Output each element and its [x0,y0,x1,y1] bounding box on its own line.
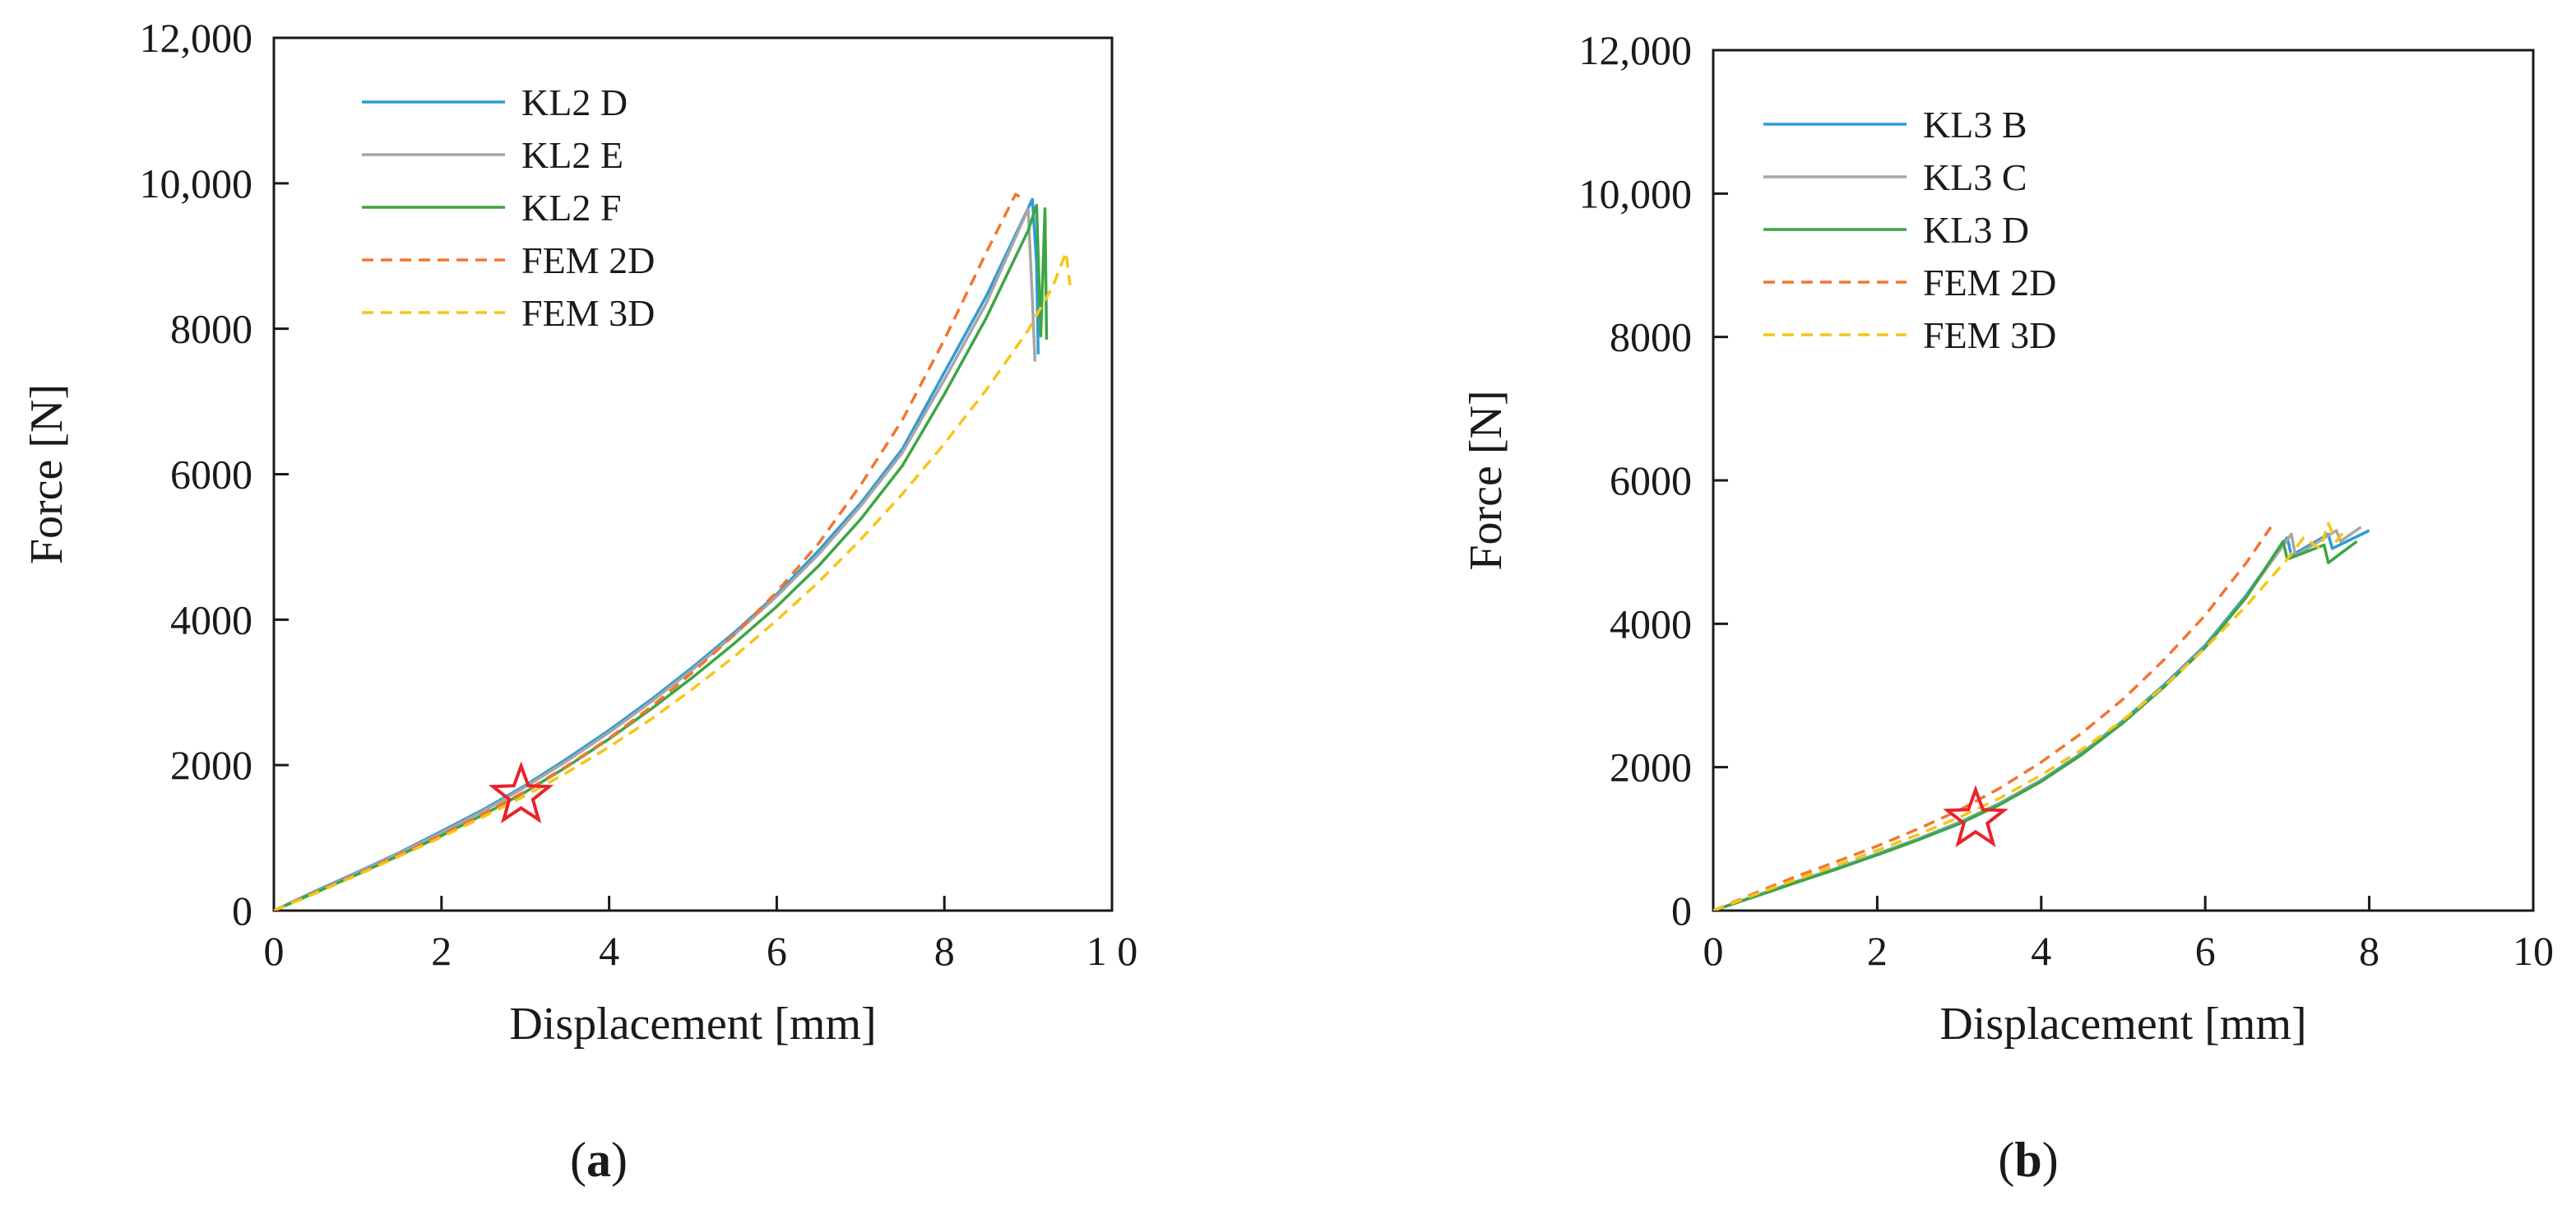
y-tick-label: 8000 [170,306,253,352]
legend-label: FEM 3D [1923,314,2056,356]
y-tick-label: 2000 [1610,744,1692,790]
y-tick-label: 12,000 [1579,27,1693,73]
y-tick-label: 8000 [1610,314,1692,360]
x-tick-label: 8 [2359,928,2379,974]
legend-label: KL3 D [1923,209,2029,251]
chart-panel-b: 0 2 4 6 8 10 0 2000 4000 6000 8000 10,000 12,000 Disp… [1461,27,2554,1187]
panel-label: (b) [1998,1133,2058,1187]
y-axis-title: Force [N] [21,384,72,564]
x-tick-label: 10 [2513,928,2554,974]
panel-label: (a) [570,1133,628,1187]
x-axis-title: Displacement [mm] [1939,999,2306,1050]
series-line-fem-3d [274,251,1072,911]
legend-label: KL3 B [1923,104,2027,146]
legend-label: KL3 C [1923,156,2027,198]
series-line-fem-2d [274,192,1025,911]
x-tick-label: 6 [767,928,787,974]
legend-label: KL2 E [521,134,623,176]
x-tick-label: 1 0 [1086,928,1138,974]
y-tick-label: 6000 [1610,457,1692,503]
legend-label: FEM 3D [521,292,655,334]
x-tick-label: 2 [1867,928,1888,974]
series-line-kl2-f [274,203,1049,911]
series-line-fem-2d [1713,526,2273,911]
x-tick-label: 4 [2031,928,2051,974]
y-tick-label: 4000 [170,596,253,642]
legend-label: FEM 2D [1923,262,2056,304]
y-tick-label: 4000 [1610,600,1692,647]
y-tick-label: 2000 [170,742,253,788]
x-tick-label: 6 [2195,928,2216,974]
x-tick-label: 8 [934,928,955,974]
x-tick-label: 0 [1703,928,1724,974]
legend-label: KL2 F [521,187,621,229]
series-line-kl2-e [274,207,1037,911]
y-tick-label: 10,000 [1579,170,1693,216]
star-marker [488,761,554,824]
x-tick-label: 4 [599,928,619,974]
y-tick-label: 0 [1671,888,1692,934]
y-tick-label: 6000 [170,452,253,498]
y-tick-label: 12,000 [140,15,253,61]
legend-label: KL2 D [521,81,628,123]
y-tick-label: 0 [232,888,253,934]
x-tick-label: 2 [431,928,452,974]
y-tick-label: 10,000 [140,160,253,206]
x-axis-title: Displacement [mm] [509,999,876,1050]
y-axis-title: Force [N] [1461,390,1512,570]
plot-area [274,192,1072,911]
legend-label: FEM 2D [521,239,655,281]
x-tick-label: 0 [264,928,285,974]
series-line-fem-3d [1713,522,2347,911]
star-marker [1943,785,2008,848]
plot-area [1713,522,2370,911]
